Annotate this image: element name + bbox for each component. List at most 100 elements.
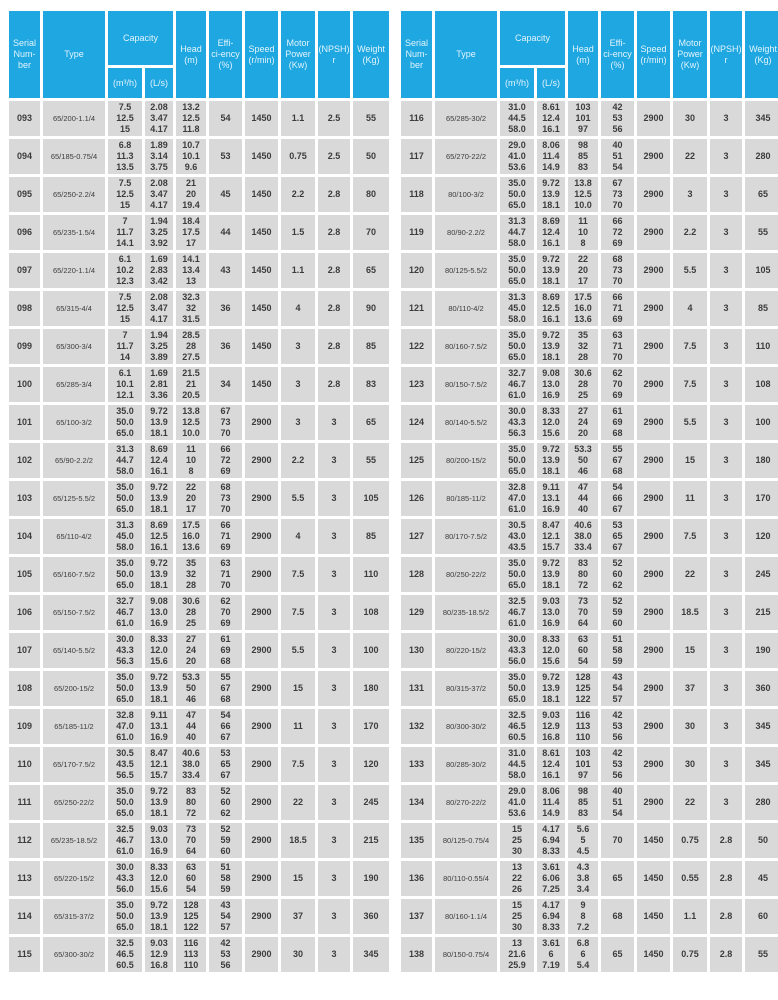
cell-m3h: 35.0 50.0 65.0	[500, 443, 535, 478]
cell-head: 18.4 17.5 17	[176, 215, 207, 250]
cell-eff: 54 66 67	[601, 481, 635, 516]
cell-m3h: 13 22 26	[500, 861, 535, 896]
cell-type: 80/110-0.55/4	[435, 861, 498, 896]
cell-type: 65/250-22/2	[43, 785, 105, 820]
cell-ls: 9.03 12.9 16.8	[537, 709, 566, 744]
cell-head: 4.3 3.8 3.4	[568, 861, 599, 896]
cell-head: 22 20 17	[568, 253, 599, 288]
header-capacity-m3h: (m³/h)	[108, 68, 142, 98]
table-row: 118 80/100-3/2 35.0 50.0 65.0 9.72 13.9 18.…	[401, 177, 778, 212]
cell-weight: 360	[353, 899, 390, 934]
cell-type: 65/220-1.1/4	[43, 253, 105, 288]
cell-weight: 345	[745, 101, 778, 136]
cell-serial: 113	[9, 861, 40, 896]
cell-m3h: 31.3 45.0 58.0	[500, 291, 535, 326]
cell-npsh: 3	[710, 709, 743, 744]
cell-weight: 170	[745, 481, 778, 516]
cell-power: 18.5	[673, 595, 708, 630]
table-row: 132 80/300-30/2 32.5 46.5 60.5 9.03 12.9 16…	[401, 709, 778, 744]
cell-ls: 9.72 13.9 18.1	[145, 481, 174, 516]
cell-ls: 9.08 13.0 16.9	[537, 367, 566, 402]
cell-speed: 2900	[245, 519, 279, 554]
table-row: 130 80/220-15/2 30.0 43.3 56.0 8.33 12.0 15…	[401, 633, 778, 668]
cell-type: 65/90-2.2/2	[43, 443, 105, 478]
cell-npsh: 3	[318, 595, 351, 630]
cell-power: 30	[281, 937, 316, 972]
cell-serial: 108	[9, 671, 40, 706]
cell-ls: 3.61 6.06 7.25	[537, 861, 566, 896]
cell-weight: 55	[353, 101, 390, 136]
cell-weight: 83	[353, 367, 390, 402]
cell-speed: 2900	[637, 519, 671, 554]
cell-speed: 2900	[245, 481, 279, 516]
cell-m3h: 35.0 50.0 65.0	[108, 899, 142, 934]
cell-ls: 8.69 12.4 16.1	[145, 443, 174, 478]
cell-serial: 110	[9, 747, 40, 782]
cell-serial: 126	[401, 481, 433, 516]
cell-head: 10.7 10.1 9.6	[176, 139, 207, 174]
cell-serial: 124	[401, 405, 433, 440]
cell-speed: 2900	[245, 671, 279, 706]
cell-npsh: 3	[710, 177, 743, 212]
cell-ls: 8.33 12.0 15.6	[145, 633, 174, 668]
cell-type: 80/150-7.5/2	[435, 367, 498, 402]
header-motor-power: Motor Power (Kw)	[673, 11, 708, 98]
table-header: Serial Num- ber Type Capacity Head (m) E…	[9, 11, 390, 98]
cell-power: 0.75	[673, 823, 708, 858]
table-row: 123 80/150-7.5/2 32.7 46.7 61.0 9.08 13.0 1…	[401, 367, 778, 402]
cell-speed: 2900	[637, 595, 671, 630]
cell-speed: 2900	[637, 177, 671, 212]
cell-m3h: 31.0 44.5 58.0	[500, 101, 535, 136]
cell-npsh: 3	[318, 861, 351, 896]
cell-m3h: 6.8 11.3 13.5	[108, 139, 142, 174]
cell-ls: 8.33 12.0 15.6	[537, 405, 566, 440]
table-row: 111 65/250-22/2 35.0 50.0 65.0 9.72 13.9 18…	[9, 785, 390, 820]
cell-weight: 85	[745, 291, 778, 326]
cell-serial: 122	[401, 329, 433, 364]
cell-m3h: 31.3 44.7 58.0	[108, 443, 142, 478]
cell-ls: 2.08 3.47 4.17	[145, 177, 174, 212]
cell-speed: 2900	[637, 139, 671, 174]
cell-serial: 109	[9, 709, 40, 744]
cell-head: 27 24 20	[176, 633, 207, 668]
cell-npsh: 3	[318, 519, 351, 554]
cell-npsh: 2.8	[318, 215, 351, 250]
cell-speed: 1450	[245, 101, 279, 136]
cell-npsh: 3	[318, 823, 351, 858]
cell-type: 65/250-2.2/4	[43, 177, 105, 212]
header-capacity-ls: (L/s)	[537, 68, 566, 98]
table-row: 102 65/90-2.2/2 31.3 44.7 58.0 8.69 12.4 16…	[9, 443, 390, 478]
cell-eff: 43	[209, 253, 243, 288]
cell-eff: 40 51 54	[601, 785, 635, 820]
cell-m3h: 32.7 46.7 61.0	[500, 367, 535, 402]
cell-m3h: 32.8 47.0 61.0	[500, 481, 535, 516]
cell-power: 2.2	[281, 443, 316, 478]
cell-power: 3	[673, 177, 708, 212]
cell-npsh: 2.8	[318, 367, 351, 402]
cell-serial: 131	[401, 671, 433, 706]
cell-weight: 85	[353, 519, 390, 554]
cell-weight: 100	[353, 633, 390, 668]
cell-weight: 120	[353, 747, 390, 782]
cell-power: 0.75	[673, 937, 708, 972]
cell-type: 80/300-30/2	[435, 709, 498, 744]
cell-m3h: 35.0 50.0 65.0	[108, 785, 142, 820]
cell-ls: 9.72 13.9 18.1	[537, 329, 566, 364]
cell-type: 65/185-11/2	[43, 709, 105, 744]
cell-eff: 68 73 70	[209, 481, 243, 516]
cell-serial: 112	[9, 823, 40, 858]
cell-eff: 53 65 67	[209, 747, 243, 782]
cell-power: 3	[281, 405, 316, 440]
header-weight: Weight (Kg)	[353, 11, 390, 98]
table-row: 128 80/250-22/2 35.0 50.0 65.0 9.72 13.9 18…	[401, 557, 778, 592]
cell-ls: 8.06 11.4 14.9	[537, 785, 566, 820]
cell-ls: 9.72 13.9 18.1	[145, 405, 174, 440]
cell-speed: 2900	[637, 443, 671, 478]
cell-ls: 9.72 13.9 18.1	[145, 557, 174, 592]
header-efficiency: Effi- ci-ency (%)	[209, 11, 243, 98]
cell-head: 5.6 5 4.5	[568, 823, 599, 858]
cell-speed: 1450	[245, 367, 279, 402]
cell-npsh: 3	[318, 937, 351, 972]
cell-head: 11 10 8	[176, 443, 207, 478]
cell-npsh: 2.8	[318, 291, 351, 326]
